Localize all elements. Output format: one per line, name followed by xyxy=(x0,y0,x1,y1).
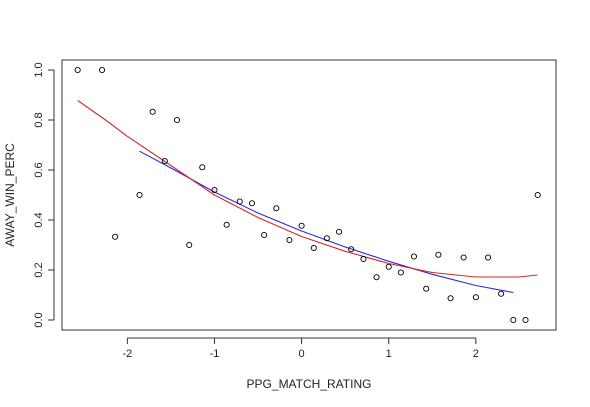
data-point xyxy=(273,205,280,212)
data-point xyxy=(223,221,230,228)
data-point xyxy=(534,191,541,199)
data-point xyxy=(112,233,119,240)
y-tick-label: 0.6 xyxy=(33,162,45,177)
data-point xyxy=(186,241,193,249)
data-point xyxy=(348,246,355,253)
data-point xyxy=(211,186,218,194)
y-axis-label: AWAY_WIN_PERC xyxy=(3,143,17,247)
data-point xyxy=(410,253,418,260)
data-point xyxy=(248,200,255,207)
data-point xyxy=(149,108,156,115)
x-axis: -2 -1 0 1 2 xyxy=(122,337,479,360)
data-point xyxy=(336,228,343,235)
data-point xyxy=(447,295,454,302)
data-point xyxy=(460,254,467,261)
data-point xyxy=(435,251,442,258)
data-points xyxy=(74,66,541,324)
data-point xyxy=(310,244,317,252)
y-tick-label: 0.8 xyxy=(33,112,45,127)
data-point xyxy=(360,255,367,263)
x-tick-label: 0 xyxy=(299,348,305,360)
x-tick-label: -1 xyxy=(210,348,220,360)
fit-line-2 xyxy=(77,100,538,278)
data-point xyxy=(199,164,206,171)
y-tick-label: 0.2 xyxy=(33,262,45,277)
data-point xyxy=(472,294,479,301)
data-point xyxy=(484,254,492,261)
data-point xyxy=(99,66,106,74)
y-axis: 0.0 0.2 0.4 0.6 0.8 1.0 xyxy=(33,62,55,328)
y-tick-label: 1.0 xyxy=(33,62,45,77)
x-tick-label: 1 xyxy=(386,348,392,360)
fit-lines xyxy=(77,100,538,294)
data-point xyxy=(173,116,181,124)
data-point xyxy=(522,316,529,324)
plot-frame xyxy=(61,59,557,331)
data-point xyxy=(323,235,330,242)
data-point xyxy=(136,191,143,199)
data-point xyxy=(74,66,81,74)
data-point xyxy=(373,274,380,281)
data-point xyxy=(261,231,268,239)
x-axis-label: PPG_MATCH_RATING xyxy=(247,377,372,391)
fit-line-1 xyxy=(139,150,514,294)
data-point xyxy=(397,269,404,276)
data-point xyxy=(286,236,293,244)
data-point xyxy=(423,285,430,292)
data-point xyxy=(161,157,168,165)
x-tick-label: -2 xyxy=(122,348,132,360)
data-point xyxy=(298,222,305,229)
y-tick-label: 0.4 xyxy=(33,212,45,227)
data-point xyxy=(385,263,392,270)
x-tick-label: 2 xyxy=(473,348,479,360)
data-point xyxy=(498,290,505,297)
y-tick-label: 0.0 xyxy=(33,312,45,327)
data-point xyxy=(236,198,243,205)
data-point xyxy=(510,316,517,324)
